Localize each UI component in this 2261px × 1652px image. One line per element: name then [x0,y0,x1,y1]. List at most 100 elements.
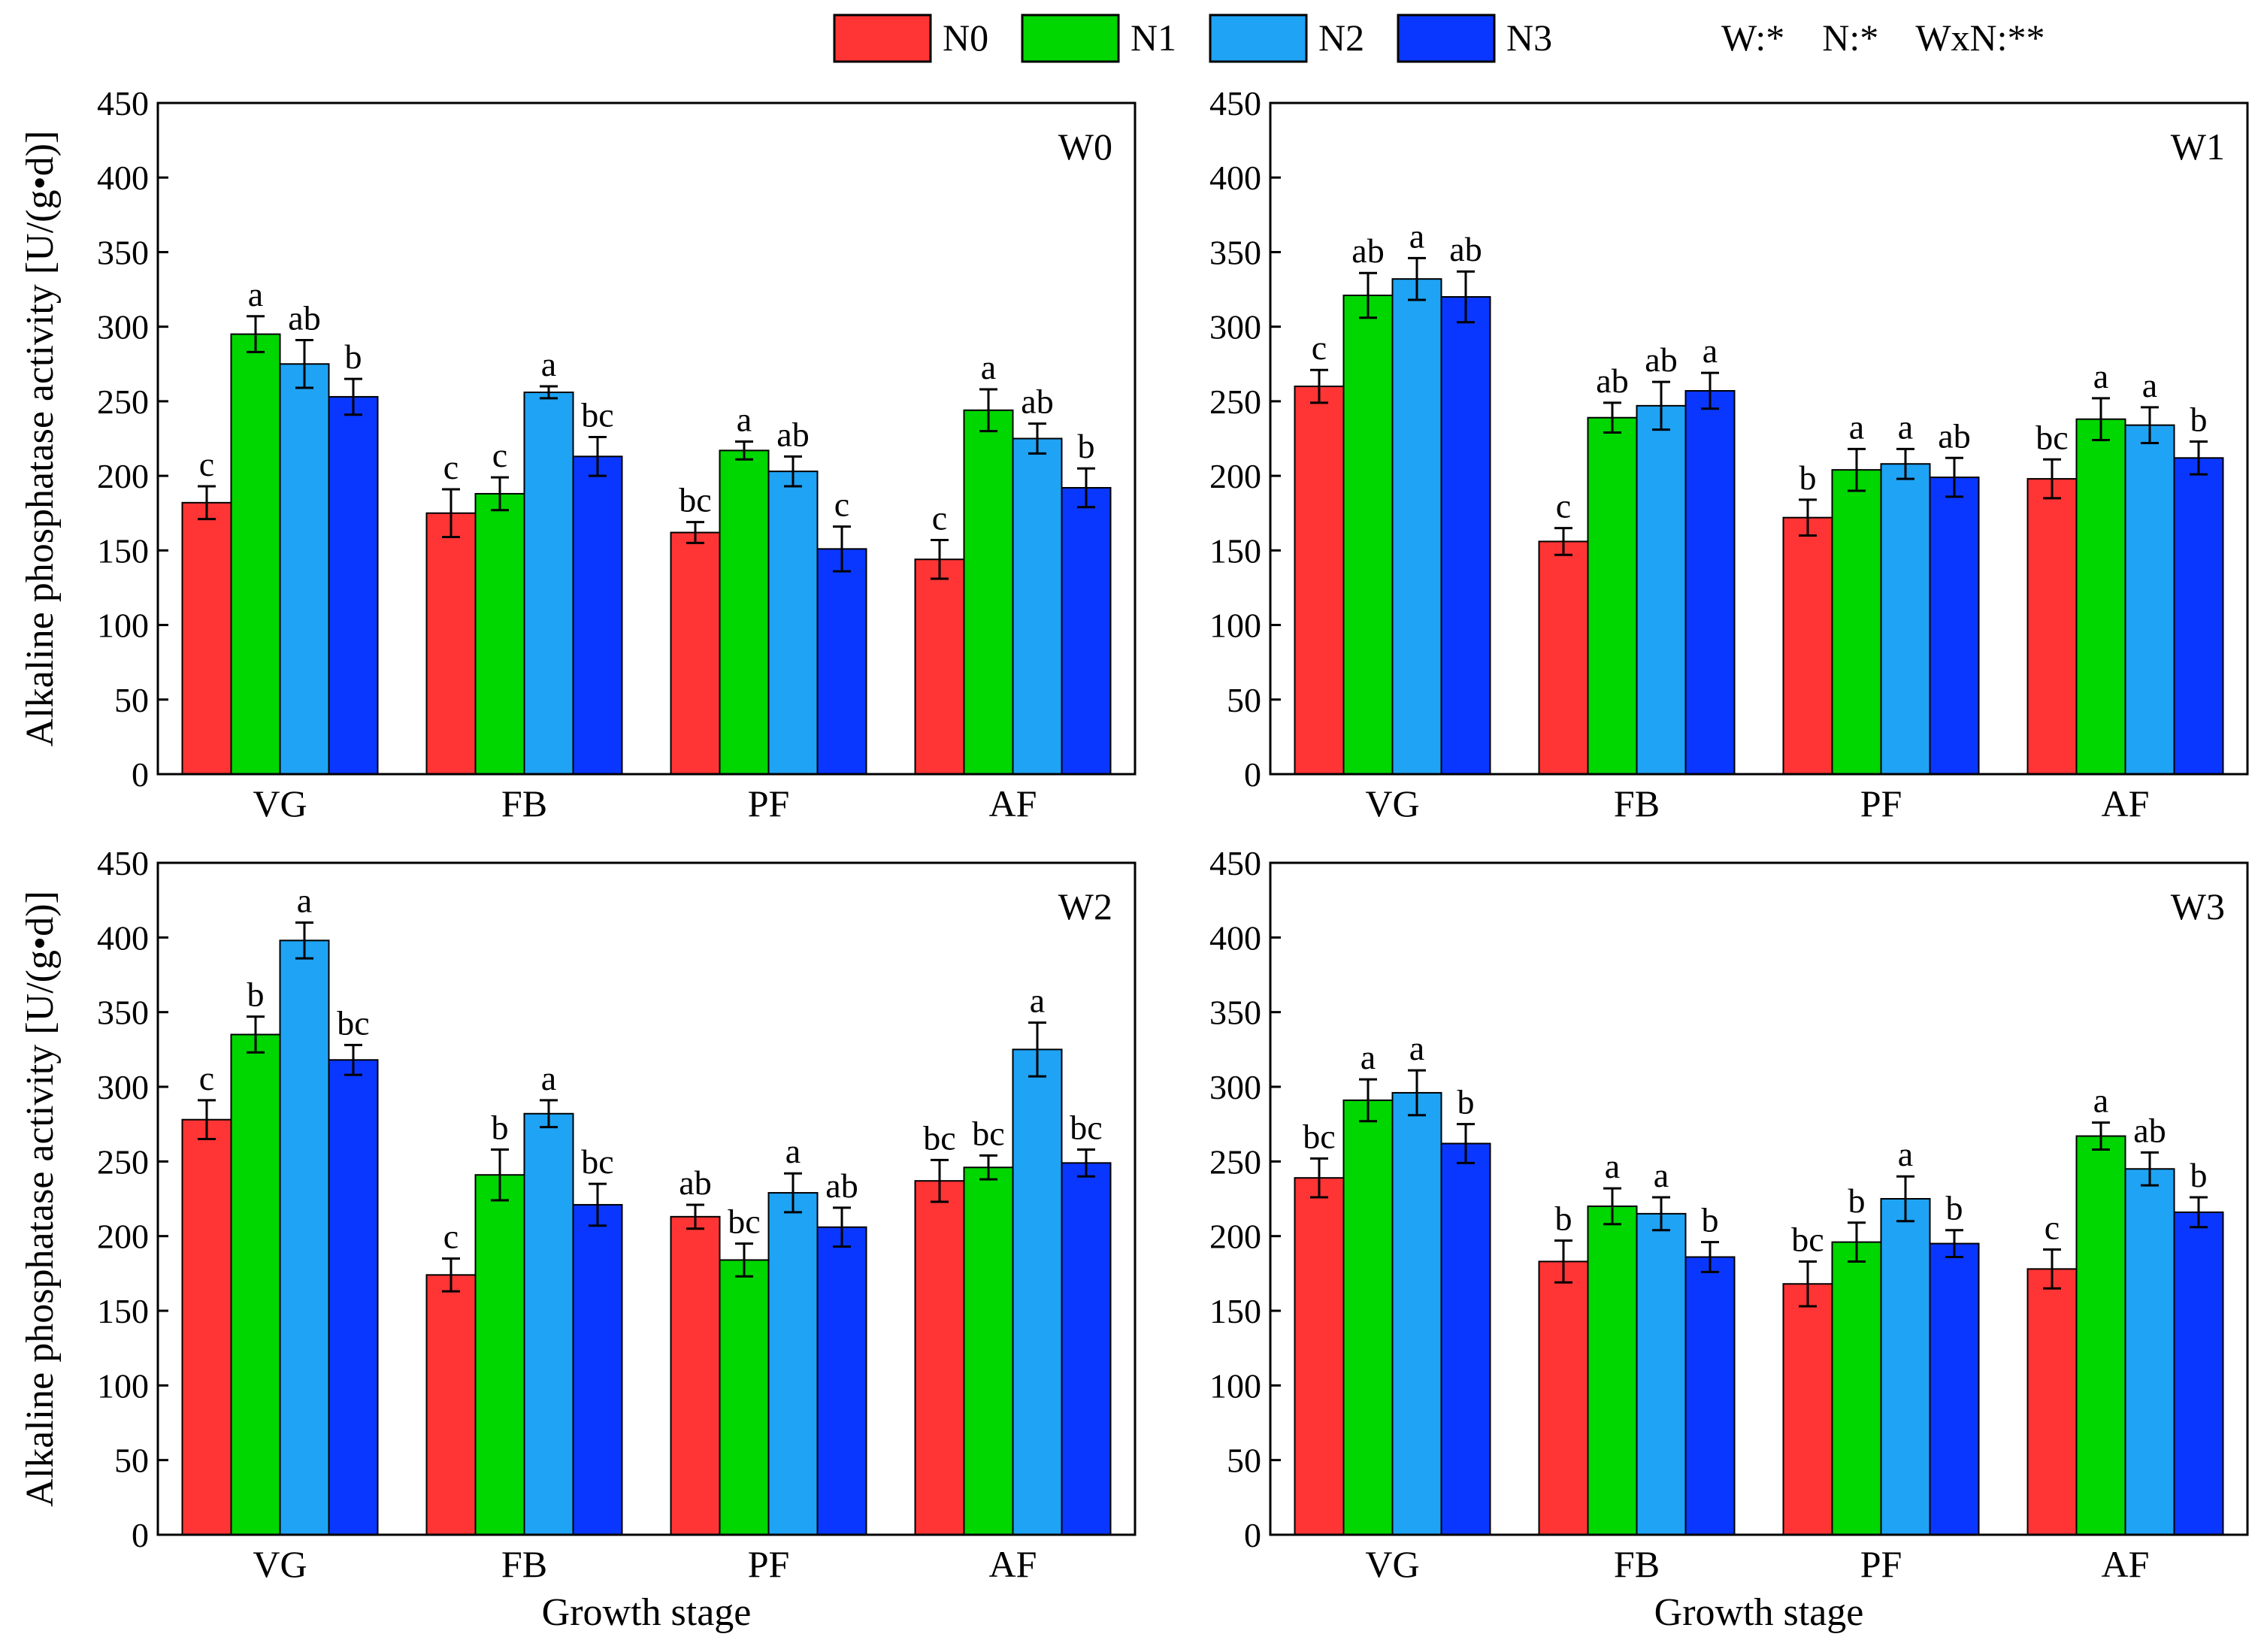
panel-w0-ytick-400: 400 [97,159,149,197]
panel-w0-pf-n0-letter: bc [679,481,711,519]
panel-w3-fb-n3-error-bar [1701,1241,1719,1273]
panel-w2-pf-n1-error-bar [735,1242,753,1278]
panel-w0-af-n3-letter: b [1078,427,1095,465]
panel-w2-pf-n3-letter: ab [825,1166,858,1205]
panel-w0-vg-n2-letter: ab [288,299,320,337]
panel-w3-pf-n2-letter: a [1898,1135,1913,1173]
panel-w1-xtick-af: AF [2102,782,2150,824]
panel-w2-fb-n1-bar [474,1174,525,1536]
panel-w2-af-n0-letter: bc [923,1118,955,1157]
panel-w1-xtick-pf: PF [1860,782,1902,824]
panel-w1-ytick-0: 0 [1244,755,1261,794]
panel-w2-vg-n3-letter: bc [337,1003,369,1042]
panel-w2-xtick-af: AF [989,1543,1037,1585]
panel-w1-fb-n0-error-bar [1554,527,1572,556]
panel-w1-ytick-250: 250 [1209,383,1261,421]
panel-w3-af-n1-bar [2075,1135,2126,1536]
panel-w2-af-n0-error-bar [931,1158,949,1203]
panel-w1-pf-n1-bar [1831,469,1882,775]
legend-label-n1: N1 [1130,17,1176,59]
panel-w3-af-n0-error-bar [2043,1248,2061,1290]
panel-w2-ytick-250: 250 [97,1142,149,1181]
panel-w1-vg-n0-bar [1294,386,1345,775]
panel-w0-fb-n2-error-bar [540,385,558,400]
panel-w2-pf-n2-letter: a [785,1132,801,1170]
panel-w3-ytick-350: 350 [1209,994,1261,1032]
panel-w1-pf-n2-letter: a [1898,407,1913,446]
panel-w0-vg-n0-bar [181,501,232,775]
panel-w2-title: W2 [1058,885,1112,927]
panel-w2-af-n2-letter: a [1030,982,1045,1020]
panel-w0-vg-n2-bar [279,363,330,775]
panel-w1-vg-n1-bar [1342,294,1394,775]
panel-w1-af-n0-error-bar [2043,458,2061,500]
panel-w0-pf-n3-error-bar [833,525,851,573]
panel-w2-pf-n2-bar [767,1192,819,1536]
panel-w2-vg-n0-error-bar [198,1099,216,1141]
panel-w2-vg-n0-bar [181,1118,232,1536]
panel-w1-pf-n3-error-bar [1945,456,1963,498]
panel-w1-fb-n1-error-bar [1603,401,1621,434]
panel-w3-title: W3 [2171,885,2225,927]
panel-w2-af-n0-bar [914,1180,965,1536]
panel-w3-fb-n3-bar [1684,1256,1736,1536]
panel-w3-pf-n1-bar [1831,1241,1882,1536]
panel-w1-af-n2-bar [2124,424,2175,775]
panel-w1-pf-n0-letter: b [1799,458,1817,497]
panel-w3-ytick-200: 200 [1209,1218,1261,1256]
panel-w0-fb-n1-letter: c [492,436,507,474]
panel-w3-ytick-100: 100 [1209,1366,1261,1405]
panel-w3-vg-n3-letter: b [1457,1083,1475,1121]
panel-w2-fb-n2-error-bar [540,1099,558,1129]
panel-w0-xtick-fb: FB [501,782,547,824]
panel-w1-fb-n0-letter: c [1556,487,1571,525]
panel-w3-pf-n2-error-bar [1896,1175,1914,1223]
panel-w0-ytick-300: 300 [97,308,149,346]
panel-w1-fb-n2-letter: ab [1645,340,1677,379]
panel-w2-af-n3-letter: bc [1070,1108,1102,1146]
panel-w2-pf-n2-error-bar [784,1172,802,1214]
panel-w2-xtick-fb: FB [501,1543,547,1585]
panel-w0-ytick-250: 250 [97,383,149,421]
panel-w1-ytick-150: 150 [1209,531,1261,570]
panel-w0-pf-n2-letter: ab [776,415,809,453]
panel-w2-ytick-400: 400 [97,918,149,957]
panel-w3-vg-n1-letter: a [1361,1038,1376,1076]
panel-w2-vg-n1-bar [230,1033,281,1536]
panel-w3-pf-n0-letter: bc [1791,1220,1824,1258]
legend-label-n0: N0 [943,17,988,59]
panel-w1-af-n0-bar [2026,478,2078,776]
legend-item-n2: N2 [1209,14,1364,63]
panel-w3-fb-n1-letter: a [1605,1147,1620,1185]
panel-w0-af-n2-bar [1012,437,1063,775]
panel-w2-frame [156,861,1137,1536]
panel-w3-pf-n1-error-bar [1848,1221,1866,1263]
panel-w0-title: W0 [1058,126,1112,168]
panel-w2-af-n3-error-bar [1077,1148,1095,1178]
panel-w2-xtick-pf: PF [748,1543,790,1585]
panel-w2-fb-n3-bar [572,1203,623,1536]
panel-w0-ytick-450: 450 [97,84,149,123]
panel-w2-pf-n1-bar [719,1259,770,1536]
panel-w1-vg-n3-letter: ab [1449,230,1482,268]
panel-w2-ytick-300: 300 [97,1068,149,1106]
panel-w1-ytick-200: 200 [1209,457,1261,495]
panel-w0-fb-n3-bar [572,455,623,776]
panel-w0-pf-n1-error-bar [735,440,753,461]
panel-w0-xtick-vg: VG [253,782,307,824]
panel-w1-af-n2-letter: a [2142,366,2157,404]
panel-w2-fb-n0-letter: c [443,1217,459,1255]
panel-w2-pf-n0-letter: ab [679,1163,711,1202]
panel-w2-ytick-350: 350 [97,994,149,1032]
panel-w3-ytick-300: 300 [1209,1068,1261,1106]
panel-w3-xlabel: Growth stage [1654,1591,1864,1634]
panel-w2-vg-n1-letter: b [247,976,265,1014]
panel-w3-fb-n3-letter: b [1702,1201,1719,1239]
panel-w1-fb-n3-letter: a [1703,331,1718,370]
legend-item-n3: N3 [1397,14,1552,63]
legend-swatch-n1 [1021,14,1120,63]
